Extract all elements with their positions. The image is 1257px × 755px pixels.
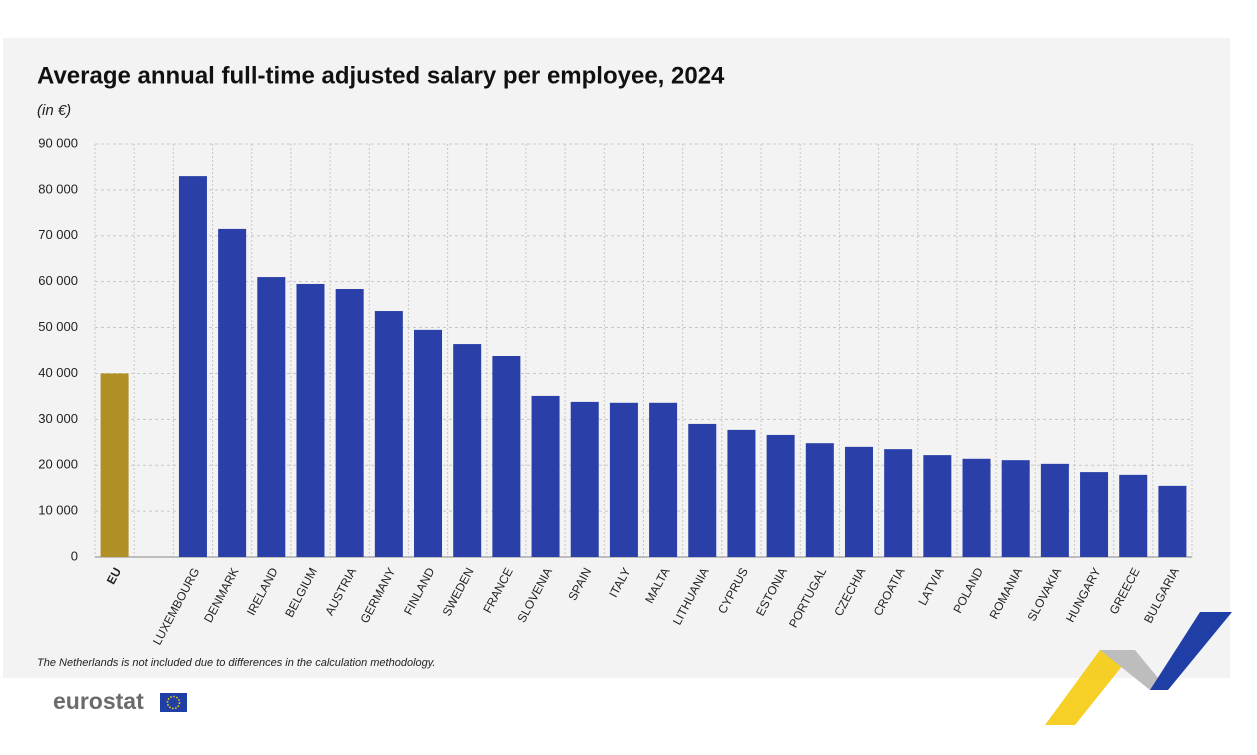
bar xyxy=(296,283,325,557)
bar xyxy=(492,356,521,557)
subtitle: (in €) xyxy=(37,102,71,119)
y-tick-label: 0 xyxy=(71,548,78,563)
bar xyxy=(100,373,129,557)
bar xyxy=(609,402,638,557)
bar xyxy=(766,434,795,557)
bar xyxy=(570,401,599,557)
bar xyxy=(1001,460,1030,557)
y-tick-label: 90 000 xyxy=(38,135,78,150)
bar xyxy=(335,289,364,557)
footnote: The Netherlands is not included due to d… xyxy=(37,657,436,669)
logo-text: eurostat xyxy=(53,688,144,714)
bar xyxy=(884,449,913,557)
bar xyxy=(844,446,873,557)
decor-blue xyxy=(1150,612,1232,690)
bar xyxy=(218,228,247,557)
x-tick-label: EU xyxy=(104,565,124,586)
bar xyxy=(805,443,834,557)
bar xyxy=(1080,472,1109,557)
eu-flag xyxy=(160,693,187,712)
bar xyxy=(727,429,756,557)
bar xyxy=(649,402,678,557)
decor-yellow xyxy=(1045,650,1135,725)
bar xyxy=(178,176,207,557)
bar xyxy=(531,395,560,557)
decor-gray xyxy=(1100,650,1168,690)
y-tick-label: 70 000 xyxy=(38,227,78,242)
bar xyxy=(414,329,443,557)
y-tick-label: 50 000 xyxy=(38,319,78,334)
y-tick-label: 20 000 xyxy=(38,457,78,472)
bar xyxy=(257,277,286,557)
bar xyxy=(923,455,952,557)
y-tick-label: 30 000 xyxy=(38,411,78,426)
bar xyxy=(962,458,991,557)
bar xyxy=(453,344,482,557)
bar xyxy=(1158,485,1187,557)
y-tick-label: 10 000 xyxy=(38,503,78,518)
eu-stars xyxy=(166,695,181,710)
bar xyxy=(688,423,717,557)
y-tick-label: 80 000 xyxy=(38,181,78,196)
bar xyxy=(1119,474,1148,557)
bar xyxy=(374,311,403,557)
chart-title: Average annual full-time adjusted salary… xyxy=(37,62,725,89)
y-tick-label: 40 000 xyxy=(38,365,78,380)
bar xyxy=(1040,463,1069,557)
panel xyxy=(3,38,1230,678)
y-tick-label: 60 000 xyxy=(38,273,78,288)
